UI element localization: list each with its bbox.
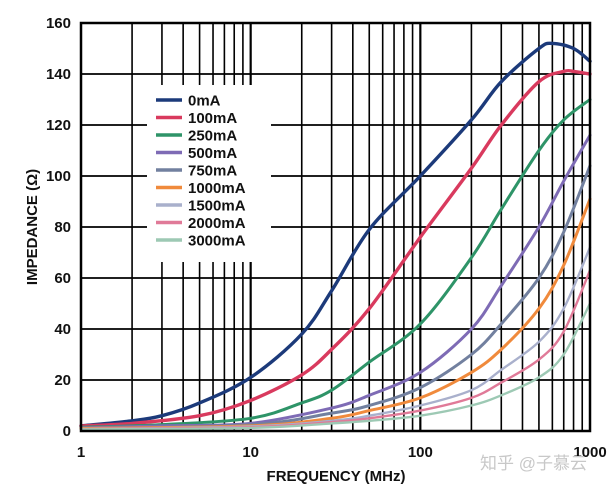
x-tick-label: 100 [408, 444, 433, 461]
x-tick-label: 1 [77, 444, 85, 461]
series-line-2000mA [79, 269, 592, 431]
x-tick-label: 10 [242, 444, 259, 461]
series-line-0mA [79, 41, 592, 428]
y-tick-label: 160 [46, 15, 71, 32]
watermark: 知乎 @子慕云 [480, 454, 587, 473]
x-tick-label: 1000 [573, 444, 606, 461]
legend-label-100mA: 100mA [188, 110, 237, 127]
y-tick-label: 60 [54, 270, 71, 287]
legend-label-2000mA: 2000mA [188, 215, 246, 232]
legend-label-1000mA: 1000mA [188, 180, 246, 197]
x-axis-title: FREQUENCY (MHz) [267, 468, 406, 485]
plot-frame [79, 21, 592, 433]
legend-label-3000mA: 3000mA [188, 233, 246, 250]
series-line-3000mA [79, 302, 592, 431]
y-tick-label: 20 [54, 372, 71, 389]
legend-label-1500mA: 1500mA [188, 198, 246, 215]
series-line-100mA [79, 68, 592, 428]
curves [79, 41, 592, 431]
y-tick-label: 100 [46, 168, 71, 185]
y-tick-label: 140 [46, 66, 71, 83]
legend-label-0mA: 0mA [188, 93, 221, 110]
legend-background [147, 85, 271, 262]
y-tick-label: 120 [46, 117, 71, 134]
y-tick-labels: 0 20 40 60 80 100 120 140 160 [46, 15, 71, 440]
y-axis-title: IMPEDANCE (Ω) [24, 169, 41, 285]
y-tick-label: 80 [54, 219, 71, 236]
legend: 0mA100mA250mA500mA750mA1000mA1500mA2000m… [156, 93, 246, 250]
x-tick-labels: 1 10 100 1000 [77, 444, 607, 461]
y-tick-label: 0 [63, 423, 71, 440]
legend-label-250mA: 250mA [188, 128, 237, 145]
legend-label-750mA: 750mA [188, 163, 237, 180]
y-tick-label: 40 [54, 321, 71, 338]
series-line-250mA [79, 98, 592, 429]
legend-label-500mA: 500mA [188, 145, 237, 162]
